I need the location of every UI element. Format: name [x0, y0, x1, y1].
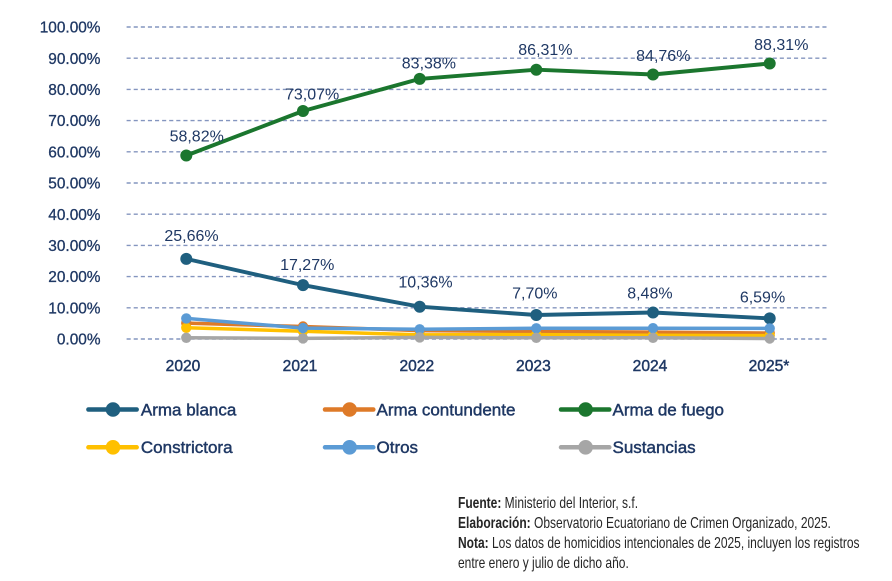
- svg-text:73,07%: 73,07%: [285, 87, 339, 104]
- svg-text:10.00%: 10.00%: [48, 300, 101, 317]
- svg-text:2022: 2022: [399, 358, 434, 375]
- svg-text:Constrictora: Constrictora: [141, 438, 233, 457]
- svg-text:6,59%: 6,59%: [740, 290, 785, 307]
- svg-text:90.00%: 90.00%: [48, 51, 101, 68]
- svg-text:86,31%: 86,31%: [518, 42, 572, 59]
- svg-text:20.00%: 20.00%: [48, 269, 101, 286]
- svg-text:2021: 2021: [283, 358, 318, 375]
- svg-text:40.00%: 40.00%: [48, 207, 101, 224]
- svg-text:17,27%: 17,27%: [280, 257, 334, 274]
- svg-text:Arma contundente: Arma contundente: [377, 400, 516, 419]
- svg-text:70.00%: 70.00%: [48, 113, 101, 130]
- svg-text:80.00%: 80.00%: [48, 82, 101, 99]
- svg-text:Arma de fuego: Arma de fuego: [613, 400, 725, 419]
- svg-text:83,38%: 83,38%: [402, 55, 456, 72]
- svg-text:8,48%: 8,48%: [627, 286, 672, 303]
- svg-text:2023: 2023: [516, 358, 551, 375]
- svg-text:2025*: 2025*: [749, 358, 790, 375]
- svg-text:100.00%: 100.00%: [40, 20, 101, 37]
- svg-text:10,36%: 10,36%: [398, 275, 452, 292]
- svg-text:0.00%: 0.00%: [57, 332, 101, 349]
- svg-text:50.00%: 50.00%: [48, 176, 101, 193]
- svg-text:2024: 2024: [633, 358, 668, 375]
- svg-text:25,66%: 25,66%: [164, 228, 218, 245]
- svg-text:84,76%: 84,76%: [636, 48, 690, 65]
- svg-text:88,31%: 88,31%: [754, 37, 808, 54]
- svg-text:7,70%: 7,70%: [512, 285, 557, 302]
- svg-text:58,82%: 58,82%: [170, 128, 224, 145]
- svg-text:Arma blanca: Arma blanca: [141, 400, 237, 419]
- svg-text:60.00%: 60.00%: [48, 144, 101, 161]
- svg-text:Otros: Otros: [377, 438, 419, 457]
- svg-text:2020: 2020: [166, 358, 201, 375]
- svg-text:Sustancias: Sustancias: [613, 438, 696, 457]
- svg-text:30.00%: 30.00%: [48, 238, 101, 255]
